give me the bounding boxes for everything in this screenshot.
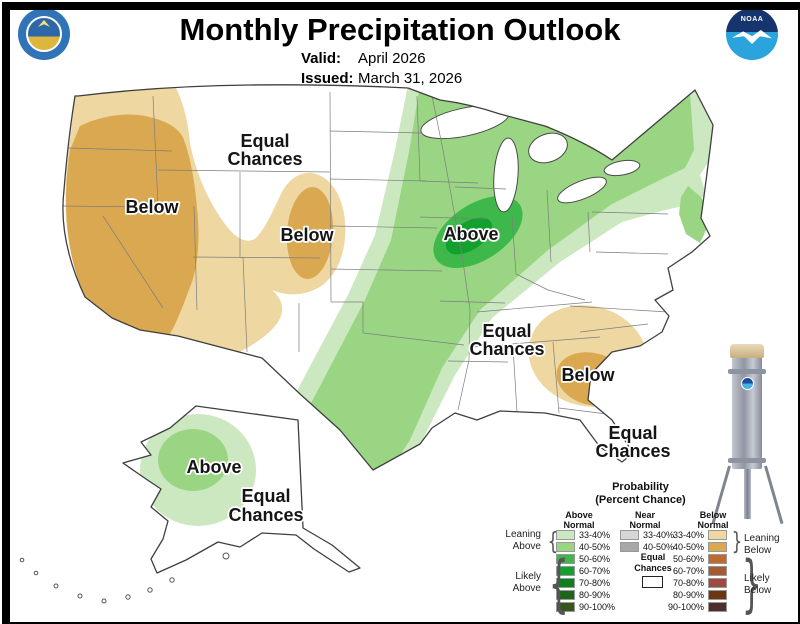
legend-row: 33-40% xyxy=(662,530,727,540)
brace-likely-below: } xyxy=(741,547,762,620)
legend-row: 60-70% xyxy=(662,566,727,576)
lake-ontario xyxy=(603,159,641,177)
legend-row: 40-50% xyxy=(556,542,615,552)
legend-row: 40-50% xyxy=(620,542,674,552)
legend-row: 50-60% xyxy=(556,554,615,564)
gauge-funnel-cap xyxy=(730,344,764,358)
legend-above-column: 33-40% 40-50% 50-60% 60-70% 70-80% 80-90… xyxy=(556,530,615,612)
legend-row: 40-50% xyxy=(662,542,727,552)
valid-label: Valid: xyxy=(301,50,342,67)
issued-label: Issued: xyxy=(301,70,354,87)
legend-equal-chances-swatch xyxy=(642,576,663,588)
label-florida-equal-1: Equal xyxy=(608,423,657,443)
lake-erie xyxy=(557,176,607,204)
legend-below-column: 33-40% 40-50% 50-60% 60-70% 70-80% 80-90… xyxy=(662,530,727,612)
legend-row: 80-90% xyxy=(556,590,615,600)
label-west-below: Below xyxy=(125,197,179,217)
region-above-40-50-newengland xyxy=(679,186,710,243)
gauge-band xyxy=(728,458,766,463)
noaa-sticker-icon xyxy=(741,377,754,390)
legend-swatch xyxy=(708,542,727,552)
conus-outline xyxy=(62,84,714,471)
legend-swatch xyxy=(620,530,639,540)
region-below-west-40-50 xyxy=(66,114,199,342)
rain-gauge-photo xyxy=(711,342,784,525)
valid-issued-block: Valid: April 2026 Issued: March 31, 2026 xyxy=(301,49,462,89)
legend-swatch xyxy=(708,554,727,564)
label-midwest-above: Above xyxy=(443,224,498,244)
legend-swatch xyxy=(556,590,575,600)
label-plains-below: Below xyxy=(280,225,334,245)
legend-row: 90-100% xyxy=(556,602,615,612)
legend-swatch xyxy=(708,590,727,600)
label-northwest-equal-2: Chances xyxy=(227,149,302,169)
legend-swatch xyxy=(556,578,575,588)
label-florida-equal-2: Chances xyxy=(595,441,670,461)
legend-row: 33-40% xyxy=(620,530,674,540)
legend-header-near: Near Normal xyxy=(629,510,661,530)
legend-swatch xyxy=(708,566,727,576)
label-southeast-below: Below xyxy=(561,365,615,385)
legend-row: 33-40% xyxy=(556,530,615,540)
label-alaska-equal-1: Equal xyxy=(241,486,290,506)
legend-swatch xyxy=(556,554,575,564)
legend-header-below: Below Normal xyxy=(697,510,729,530)
label-south-equal-1: Equal xyxy=(482,321,531,341)
region-below-plains-40-50 xyxy=(286,187,334,279)
brace-leaning-below: } xyxy=(731,527,743,556)
legend-swatch xyxy=(556,602,575,612)
legend-near-column: 33-40% 40-50% xyxy=(620,530,674,552)
legend-likely-below-label: Likely Below xyxy=(744,573,772,596)
lake-huron xyxy=(528,132,568,164)
legend-row: 80-90% xyxy=(662,590,727,600)
legend-swatch xyxy=(556,566,575,576)
brace-likely-above: { xyxy=(548,547,569,620)
page-title: Monthly Precipitation Outlook xyxy=(179,12,621,47)
legend-swatch xyxy=(620,542,639,552)
label-south-equal-2: Chances xyxy=(469,339,544,359)
legend-row: 70-80% xyxy=(662,578,727,588)
legend-leaning-above-label: Leaning Above xyxy=(505,529,541,552)
label-northwest-equal-1: Equal xyxy=(240,131,289,151)
legend-swatch xyxy=(708,578,727,588)
legend-likely-above-label: Likely Above xyxy=(512,571,541,594)
legend-row: 50-60% xyxy=(662,554,727,564)
legend-swatch xyxy=(556,530,575,540)
alaska-above-40-50 xyxy=(158,429,228,491)
valid-line: Valid: April 2026 xyxy=(301,49,462,69)
commerce-seal-icon xyxy=(18,8,70,60)
noaa-logo-text: NOAA xyxy=(740,16,764,23)
gauge-band xyxy=(728,369,766,374)
gauge-body xyxy=(732,357,762,469)
gauge-inner-tube xyxy=(744,469,751,519)
legend-row: 70-80% xyxy=(556,578,615,588)
legend-swatch xyxy=(708,530,727,540)
issued-line: Issued: March 31, 2026 xyxy=(301,69,462,89)
valid-value: April 2026 xyxy=(358,50,426,67)
label-alaska-above: Above xyxy=(186,457,241,477)
region-above-60-70-core xyxy=(445,217,493,255)
legend-row: 90-100% xyxy=(662,602,727,612)
legend-swatch xyxy=(556,542,575,552)
legend-header-above: Above Normal xyxy=(563,510,595,530)
lake-michigan xyxy=(493,137,519,213)
eagle-icon xyxy=(38,20,50,27)
legend-swatch xyxy=(708,602,727,612)
legend-equal-chances-label: Equal Chances xyxy=(634,552,672,573)
probability-legend: Probability (Percent Chance) Above Normal… xyxy=(503,481,779,621)
legend-title: Probability (Percent Chance) xyxy=(595,481,686,506)
seagull-icon xyxy=(732,30,772,44)
noaa-logo-icon: NOAA xyxy=(726,8,778,60)
legend-row: 60-70% xyxy=(556,566,615,576)
brace-leaning-above: { xyxy=(547,527,559,556)
issued-value: March 31, 2026 xyxy=(358,70,463,87)
label-alaska-equal-2: Chances xyxy=(228,505,303,525)
aleutian-islands xyxy=(19,552,230,604)
alaska-outline xyxy=(122,405,361,574)
legend-leaning-below-label: Leaning Below xyxy=(744,533,780,556)
state-boundaries xyxy=(62,91,669,415)
